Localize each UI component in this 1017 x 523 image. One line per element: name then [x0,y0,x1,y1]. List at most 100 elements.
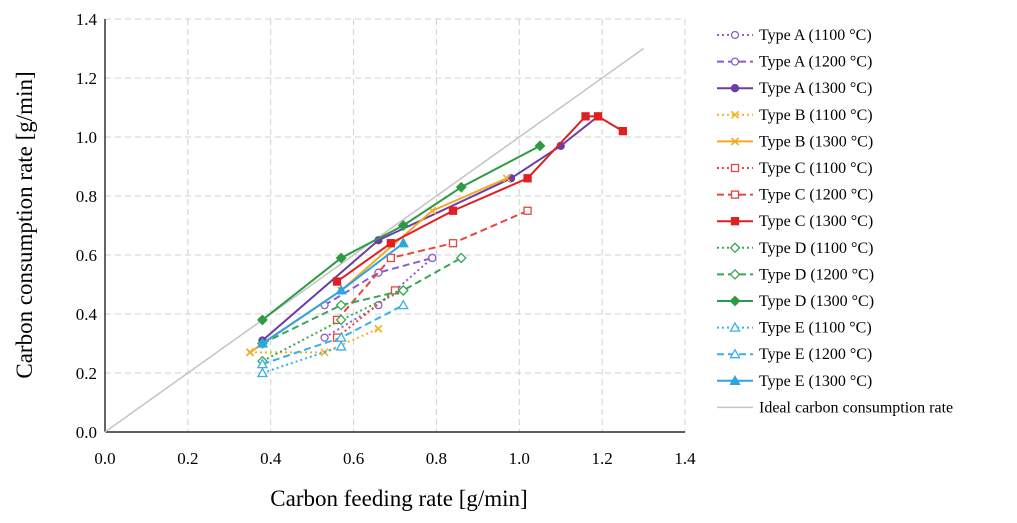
legend-label: Type C (1200 °C) [759,187,873,204]
legend-label: Type B (1100 °C) [759,107,873,124]
data-point [397,220,409,231]
series-line [261,144,541,321]
data-point [335,252,347,264]
data-point [335,284,347,295]
data-point [455,181,467,193]
data-point [593,112,603,121]
series-line [324,257,433,339]
data-point [386,239,396,248]
data-point [730,110,740,119]
data-point-stroke [428,206,437,215]
data-point [448,239,458,248]
legend-label: Type B (1300 °C) [759,133,873,150]
data-point [245,348,255,357]
x-tick-label: 0.8 [426,449,447,468]
series-line [250,327,379,354]
x-tick-label: 0.6 [343,449,364,468]
y-tick-label: 0.6 [76,246,97,265]
legend-label: Type A (1300 °C) [759,80,872,97]
y-axis-title: Carbon consumption rate [g/min] [12,71,37,378]
series-type-d-1300-c [257,140,546,326]
data-point [729,242,741,254]
x-tick-label: 0.0 [94,449,115,468]
data-point [428,253,437,263]
data-point [730,137,740,146]
legend-item: Type D (1100 °C) [717,240,873,257]
x-axis-title: Carbon feeding rate [g/min] [270,486,527,511]
data-point [256,358,269,369]
legend: Type A (1100 °C) Type A (1200 °C) Type A (… [717,27,953,416]
y-tick-label: 0.0 [76,423,97,442]
data-point [256,367,269,378]
axes [104,19,685,433]
legend-label: Type D (1300 °C) [759,293,874,310]
data-point [730,190,740,199]
legend-item: Type E (1200 °C) [717,346,872,363]
data-point [335,314,347,326]
legend-label: Type D (1100 °C) [759,240,873,257]
data-point-stroke [245,348,255,357]
data-point [455,252,467,264]
series-line [261,115,599,342]
legend-item: Type B (1300 °C) [717,133,873,150]
legend-item: Type C (1100 °C) [717,160,873,177]
series-line [261,242,404,345]
series-line [336,209,528,321]
legend-item: Type B (1100 °C) [717,107,873,124]
data-point [581,112,590,121]
legend-item: Type D (1200 °C) [717,266,874,283]
series-type-a-1300-c [258,112,603,345]
y-tick-label: 0.2 [76,364,97,383]
legend-label: Type D (1200 °C) [759,266,874,283]
data-point [730,57,740,66]
data-point [730,30,740,40]
data-point [730,163,740,173]
legend-label: Ideal carbon consumption rate [759,399,953,416]
data-point [386,253,396,263]
data-point [523,206,532,215]
x-tick-label: 0.4 [260,449,282,468]
gridlines [105,18,686,432]
data-point [729,268,741,280]
data-point [397,299,409,310]
data-point [534,140,546,152]
data-point [397,284,409,296]
y-tick-label: 1.4 [76,10,98,29]
series-type-e-1300-c [256,237,409,348]
tick-labels: 0.0 0.2 0.4 0.6 0.8 1.0 1.2 1.4 0.0 0.2 0.4 0.6 0.8 1… [76,10,696,468]
y-tick-label: 1.2 [76,69,97,88]
data-point [729,321,741,332]
data-point [335,299,347,311]
legend-item: Type E (1100 °C) [717,320,872,337]
data-point [729,295,741,307]
data-point [502,174,511,183]
series-type-c-1200-c [332,206,532,325]
legend-label: Type A (1200 °C) [759,54,872,71]
data-point [729,348,741,359]
data-point [335,340,347,351]
data-point [256,337,269,348]
series-type-e-1100-c [256,340,347,378]
data-point [374,324,383,333]
data-point [397,237,409,248]
x-tick-label: 1.4 [674,449,696,468]
y-tick-label: 0.8 [76,187,97,206]
series-line [324,256,433,307]
data-point [320,333,329,342]
legend-label: Type E (1200 °C) [759,346,872,363]
y-tick-label: 0.4 [76,305,98,324]
series-layer [104,47,645,433]
data-point-stroke [730,110,740,119]
x-tick-label: 1.0 [509,449,530,468]
series-line [261,257,462,345]
legend-item: Type A (1300 °C) [717,80,872,97]
x-tick-label: 0.2 [177,449,198,468]
legend-item: Type C (1300 °C) [717,213,873,230]
legend-item: Type D (1300 °C) [717,293,874,310]
data-point-stroke [730,137,740,146]
data-point [332,277,342,286]
y-tick-label: 1.0 [76,128,97,147]
legend-item: Type C (1200 °C) [717,187,873,204]
legend-item: Type A (1100 °C) [717,27,872,44]
